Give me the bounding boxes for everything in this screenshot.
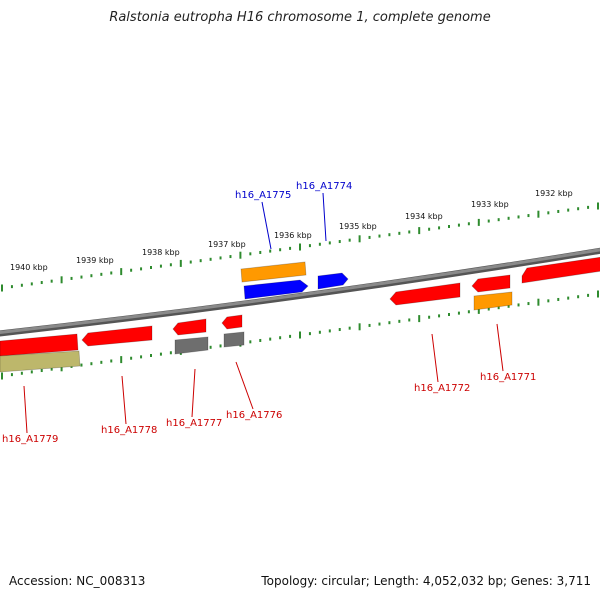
- gene-features: [0, 256, 600, 373]
- gene-h16_A1776a: [221, 314, 243, 330]
- gene-h16_A1771a: [471, 274, 511, 293]
- gene-label-leader: [496, 323, 504, 372]
- gene-h16_A1774: [317, 272, 349, 290]
- scale-label: 1933 kbp: [471, 200, 509, 209]
- gene-h16_A1777: [174, 336, 209, 355]
- gene-label: h16_A1778: [101, 425, 157, 436]
- scale-label: 1940 kbp: [10, 263, 48, 272]
- map-title: Ralstonia eutropha H16 chromosome 1, com…: [109, 10, 491, 25]
- gene-label-leader: [191, 368, 196, 418]
- gene-h16_A1771: [473, 291, 513, 311]
- scale-label: 1934 kbp: [405, 212, 443, 221]
- gene-label: h16_A1774: [296, 181, 352, 192]
- backbone-line: [0, 248, 600, 334]
- gene-label-leader: [121, 375, 127, 425]
- scale-label: 1938 kbp: [142, 248, 180, 257]
- gene-label-leader: [322, 192, 327, 242]
- gene-h16_A1779a: [0, 333, 79, 357]
- gene-label-leader: [235, 361, 254, 410]
- gene-labels: h16_A1775 h16_A1774 h16_A1779 h16_A1778 h16_…: [2, 181, 536, 445]
- scale-labels: 1940 kbp 1939 kbp 1938 kbp 1937 kbp 1936 kbp…: [10, 189, 573, 272]
- scale-label: 1936 kbp: [274, 231, 312, 240]
- scale-label: 1939 kbp: [76, 256, 114, 265]
- gene-h16_A1777a: [172, 318, 207, 336]
- accession-text: Accession: NC_008313: [9, 574, 146, 588]
- gene-label-leader: [431, 333, 439, 383]
- gene-label: h16_A1772: [414, 383, 470, 394]
- gene-label: h16_A1775: [235, 190, 291, 201]
- scale-label: 1935 kbp: [339, 222, 377, 231]
- scale-label: 1932 kbp: [535, 189, 573, 198]
- gene-h16_A1778: [81, 325, 153, 347]
- gene-label-leader: [261, 201, 272, 250]
- gene-label: h16_A1771: [480, 372, 536, 383]
- gene-label-leader: [23, 385, 28, 434]
- gene-h16_A1779: [0, 350, 81, 373]
- chromosome-backbone: [0, 247, 600, 337]
- gene-label: h16_A1779: [2, 434, 58, 445]
- gene-label: h16_A1777: [166, 418, 222, 429]
- gene-h16_A1772: [389, 282, 461, 306]
- gene-h16_A1775a: [240, 261, 307, 283]
- scale-label: 1937 kbp: [208, 240, 246, 249]
- genome-summary-text: Topology: circular; Length: 4,052,032 bp…: [261, 574, 591, 588]
- gene-label: h16_A1776: [226, 410, 282, 421]
- gene-h16_A1775: [243, 279, 309, 300]
- gene-right-red: [521, 256, 600, 284]
- gene-h16_A1776: [223, 331, 245, 348]
- outer-tick-ring: [1, 202, 599, 292]
